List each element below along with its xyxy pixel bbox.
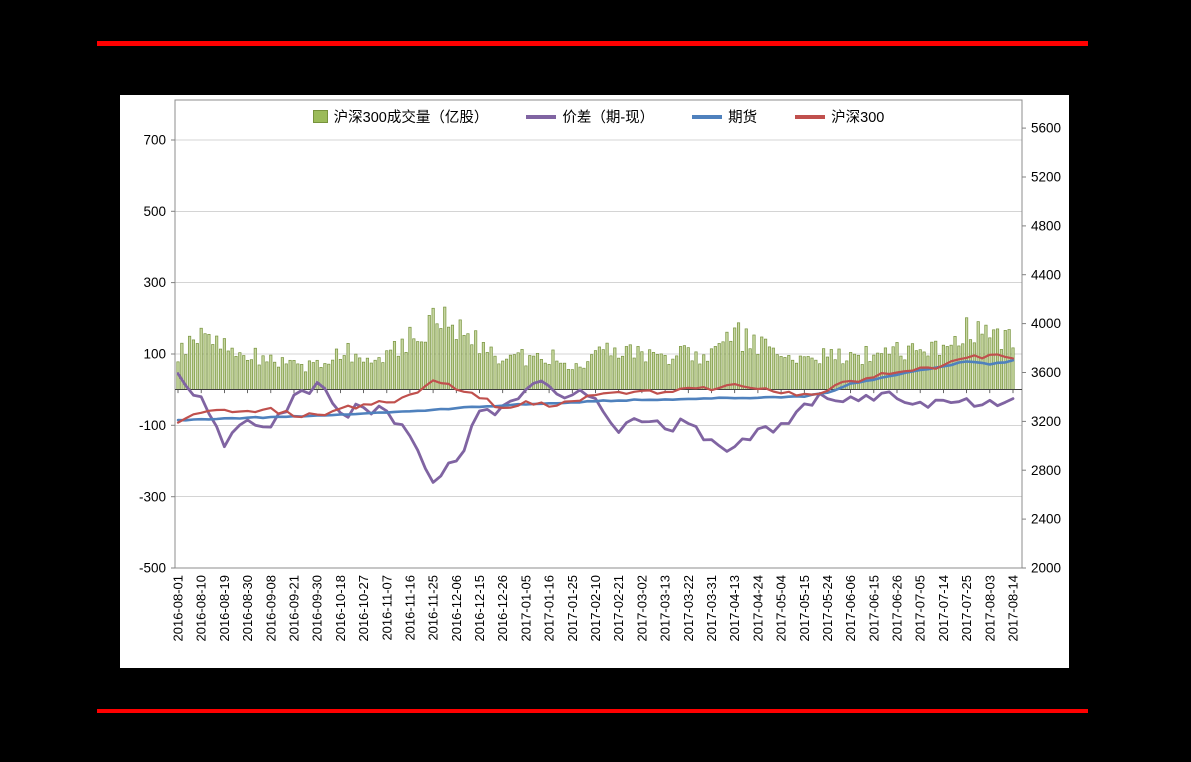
- right-axis-tick-label: 5200: [1031, 170, 1061, 185]
- top-divider-rule: [97, 41, 1088, 46]
- x-axis-date-label: 2017-03-31: [704, 575, 719, 642]
- x-axis-date-label: 2017-04-13: [727, 575, 742, 642]
- left-axis-tick-label: -500: [139, 561, 166, 576]
- right-axis-tick-label: 5600: [1031, 121, 1061, 136]
- x-axis-date-label: 2017-05-24: [820, 575, 835, 642]
- x-axis-date-label: 2016-11-07: [379, 575, 394, 641]
- x-axis-date-label: 2017-03-22: [681, 575, 696, 642]
- right-axis-tick-label: 3600: [1031, 365, 1061, 380]
- x-axis-date-label: 2017-01-05: [518, 575, 533, 642]
- left-axis-tick-label: 700: [143, 133, 166, 148]
- left-axis-tick-label: 300: [143, 275, 166, 290]
- right-axis-tick-label: 4400: [1031, 267, 1061, 282]
- right-axis-tick-label: 2400: [1031, 512, 1061, 527]
- x-axis-date-label: 2016-10-27: [356, 575, 371, 642]
- x-axis-date-label: 2016-11-25: [426, 575, 441, 641]
- x-axis-date-label: 2016-08-10: [194, 575, 209, 642]
- right-axis-tick-label: 2000: [1031, 561, 1061, 576]
- x-axis-date-label: 2017-08-14: [1006, 575, 1021, 642]
- x-axis-date-label: 2017-02-10: [588, 575, 603, 642]
- x-axis-date-label: 2017-04-24: [750, 575, 765, 642]
- x-axis-date-label: 2017-01-25: [565, 575, 580, 642]
- x-axis-date-label: 2017-03-13: [658, 575, 673, 642]
- x-axis-date-label: 2016-12-06: [449, 575, 464, 642]
- x-axis-date-label: 2017-07-25: [959, 575, 974, 642]
- x-axis-date-label: 2017-06-26: [890, 575, 905, 642]
- x-axis-date-label: 2016-12-15: [472, 575, 487, 642]
- right-axis-tick-label: 2800: [1031, 463, 1061, 478]
- x-axis-date-label: 2016-09-21: [287, 575, 302, 642]
- combo-chart: 700 500 300 100 -100 -300 -500 5600 5200 4800 4400…: [139, 99, 1061, 642]
- left-axis-tick-label: 100: [143, 347, 166, 362]
- x-axis-date-label: 2016-09-30: [310, 575, 325, 642]
- x-axis-date-label: 2016-10-18: [333, 575, 348, 642]
- x-axis-date-label: 2016-09-08: [263, 575, 278, 642]
- left-axis-tick-label: -300: [139, 489, 166, 504]
- x-axis-date-label: 2017-07-05: [913, 575, 928, 642]
- x-axis-date-label: 2017-07-14: [936, 575, 951, 642]
- x-axis-date-label: 2016-08-01: [171, 575, 186, 642]
- x-axis-date-label: 2016-08-30: [240, 575, 255, 642]
- x-axis-date-label: 2017-05-04: [774, 575, 789, 642]
- x-axis-date-label: 2017-03-02: [634, 575, 649, 642]
- right-axis-tick-label: 4800: [1031, 219, 1061, 234]
- x-axis-date-label: 2016-11-16: [402, 575, 417, 641]
- x-axis-date-label: 2017-06-06: [843, 575, 858, 642]
- left-axis-tick-label: -100: [139, 418, 166, 433]
- csi300-line-series: [176, 353, 1015, 424]
- bottom-divider-rule: [97, 709, 1088, 713]
- plot-border: [174, 99, 1023, 569]
- spread-line-series: [176, 372, 1015, 484]
- chart-panel: 700 500 300 100 -100 -300 -500 5600 5200 4800 4400…: [120, 95, 1069, 668]
- volume-bars-series: [176, 306, 1015, 391]
- x-axis-date-label: 2017-01-16: [542, 575, 557, 642]
- x-axis-date-label: 2017-06-15: [866, 575, 881, 642]
- x-axis-date-label: 2016-08-19: [217, 575, 232, 642]
- x-axis-date-label: 2017-02-21: [611, 575, 626, 642]
- right-axis-tick-label: 3200: [1031, 414, 1061, 429]
- x-axis-date-label: 2017-08-03: [982, 575, 997, 642]
- left-axis-tick-label: 500: [143, 204, 166, 219]
- x-axis-date-label: 2017-05-15: [797, 575, 812, 642]
- right-axis-tick-label: 4000: [1031, 316, 1061, 331]
- x-axis-date-label: 2016-12-26: [495, 575, 510, 642]
